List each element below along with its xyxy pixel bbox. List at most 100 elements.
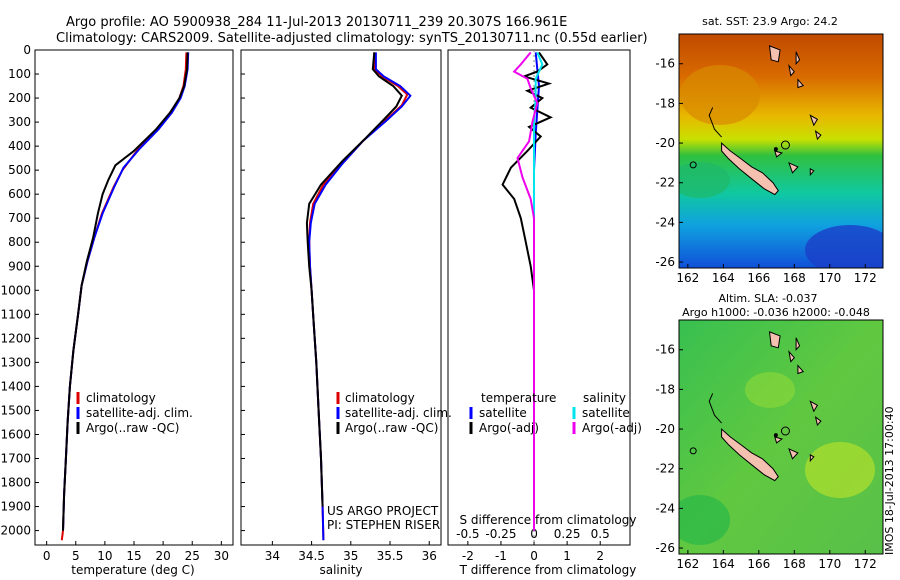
sla-map-ytick-label: -16: [655, 343, 675, 357]
temperature-ytick-label: 200: [8, 91, 31, 105]
temperature-xtick-label: 15: [126, 549, 141, 563]
sst-map-xtick-label: 164: [712, 271, 735, 285]
legend-label-t-satellite: satellite: [479, 406, 527, 420]
sla-map-xtick-label: 168: [783, 557, 806, 571]
sla-map-argo-position: [773, 433, 778, 438]
temperature-ytick-label: 800: [8, 235, 31, 249]
title-line-1: Argo profile: AO 5900938_284 11-Jul-2013…: [66, 15, 567, 30]
salinity-xtick-label: 35.5: [377, 549, 404, 563]
temperature-ytick-label: 1200: [0, 331, 31, 345]
imos-timestamp: IMOS 18-Jul-2013 17:00:40: [883, 406, 896, 555]
sla-map-ytick-label: -22: [655, 462, 675, 476]
difference-line-s-argo-adj-: [512, 51, 539, 531]
salinity-xlabel: salinity: [319, 563, 362, 577]
temperature-legend: climatology satellite-adj. clim. Argo(..…: [76, 391, 193, 435]
salinity-line-argo-raw-qc-: [305, 52, 404, 507]
sla-map-xtick-label: 172: [854, 557, 877, 571]
sla-high-patch-2: [745, 372, 795, 408]
sst-map-xtick-label: 166: [747, 271, 770, 285]
temperature-ytick-label: 1400: [0, 379, 31, 393]
sla-map-xtick-label: 166: [747, 557, 770, 571]
sst-map-ytick-label: -22: [655, 176, 675, 190]
temperature-ytick-label: 1900: [0, 500, 31, 514]
sst-map-xtick-label: 162: [676, 271, 699, 285]
difference-panel: -2 -1 0 1 2 -0.5 -0.25 0 0.25 0.5 S difference fr…: [447, 49, 642, 577]
sla-high-patch: [805, 442, 875, 498]
legend-label-climatology: climatology: [345, 391, 415, 405]
project-annotation-line-2: PI: STEPHEN RISER: [327, 518, 440, 532]
sla-map-land-vanuatu: [809, 400, 819, 413]
legend-label-t-argo: Argo(-adj): [479, 421, 539, 435]
temperature-ytick-label: 1600: [0, 427, 31, 441]
sla-map-land-vanuatu: [795, 337, 801, 352]
temperature-ytick-label: 0: [23, 43, 31, 57]
sla-map-panel: Altim. SLA: -0.037 Argo h1000: -0.036 h2…: [655, 292, 884, 571]
sst-map-land-vanuatu: [795, 51, 801, 66]
sla-map-xtick-label: 170: [818, 557, 841, 571]
sla-map-ytick-label: -18: [655, 382, 675, 396]
legend-label-satellite: satellite-adj. clim.: [86, 406, 193, 420]
temperature-ytick-label: 600: [8, 187, 31, 201]
sla-map-land-vanuatu: [768, 331, 781, 349]
sst-map-ytick-label: -20: [655, 136, 675, 150]
sst-map-reef-circle: [689, 161, 697, 169]
difference-t-xtick-label: -2: [462, 549, 474, 563]
salinity-xtick-label: 36: [422, 549, 437, 563]
difference-t-xtick-label: 0: [530, 549, 538, 563]
salinity-panel: 34 34.5 35 35.5 36 salinity climatology sate…: [240, 49, 452, 577]
sst-map-land-vanuatu: [768, 45, 781, 63]
sst-map-land-loyalty: [788, 161, 799, 174]
temperature-ytick-label: 1500: [0, 403, 31, 417]
temperature-line-argo-raw-qc-: [62, 52, 189, 531]
sla-map-xtick-label: 164: [712, 557, 735, 571]
temperature-ytick-label: 1100: [0, 307, 31, 321]
sla-map-reef-circle: [780, 426, 790, 436]
temperature-ytick-label: 2000: [0, 524, 31, 538]
sla-map-reef-outline: [708, 393, 722, 424]
legend-label-climatology: climatology: [86, 391, 156, 405]
sla-map-land-loyalty: [788, 447, 799, 460]
salinity-legend: climatology satellite-adj. clim. Argo(..…: [336, 391, 452, 435]
sst-map-land-new-caledonia: [721, 141, 779, 196]
temperature-xtick-label: 5: [72, 549, 80, 563]
salinity-xtick-label: 34.5: [298, 549, 325, 563]
sst-map-reef-outline: [708, 107, 722, 138]
sst-warm-patch: [680, 65, 760, 125]
sst-map-ytick-label: -24: [655, 215, 675, 229]
title-line-2: Climatology: CARS2009. Satellite-adjuste…: [56, 31, 648, 46]
sst-map-land-vanuatu: [797, 78, 805, 89]
sla-map-xtick-label: 162: [676, 557, 699, 571]
difference-s-xtick-label: 0.5: [591, 527, 610, 541]
difference-s-xtick-label: 0.25: [554, 527, 581, 541]
temperature-ytick-label: 100: [8, 67, 31, 81]
sla-map-title-2: Argo h1000: -0.036 h2000: -0.048: [682, 306, 870, 319]
sst-map-ytick-label: -26: [655, 255, 675, 269]
legend-heading-salinity: salinity: [583, 391, 626, 405]
sla-map-ytick-label: -20: [655, 422, 675, 436]
temperature-ytick-label: 1800: [0, 476, 31, 490]
salinity-line-satellite-adj-clim-: [308, 52, 412, 541]
difference-s-xtick-label: -0.5: [456, 527, 479, 541]
sst-map-land-vanuatu: [814, 130, 822, 141]
sla-low-patch: [679, 495, 730, 545]
temperature-ytick-label: 400: [8, 139, 31, 153]
difference-s-xtick-label: 0: [530, 527, 538, 541]
difference-line-t-argo-adj-: [501, 51, 553, 531]
sst-map-argo-position: [773, 147, 778, 152]
legend-label-s-satellite: satellite: [582, 406, 630, 420]
sla-map-ytick-label: -24: [655, 501, 675, 515]
legend-label-argo: Argo(..raw -QC): [345, 421, 438, 435]
sla-map-land-vanuatu: [814, 416, 822, 427]
sst-map-land-loyalty: [774, 150, 784, 158]
temperature-ytick-label: 1300: [0, 355, 31, 369]
sla-map-land-vanuatu: [788, 350, 795, 363]
sst-map-title: sat. SST: 23.9 Argo: 24.2: [702, 15, 838, 28]
salinity-line-climatology: [308, 52, 409, 541]
difference-t-xtick-label: -1: [495, 549, 507, 563]
temperature-xtick-label: 20: [155, 549, 170, 563]
temperature-xtick-label: 10: [97, 549, 112, 563]
difference-legend: temperature salinity satellite Argo(-adj…: [469, 391, 642, 435]
sst-map-reef-circle: [780, 140, 790, 150]
temperature-ytick-label: 900: [8, 259, 31, 273]
